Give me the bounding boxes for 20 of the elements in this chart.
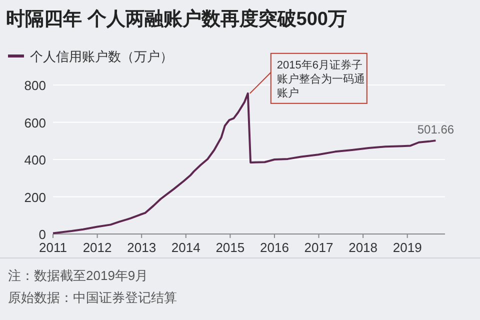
x-tick-label: 2013 bbox=[127, 240, 156, 255]
text: 注：数据截至2019年9月 bbox=[8, 268, 148, 283]
y-tick-label: 800 bbox=[24, 78, 46, 93]
chart-title: 时隔四年 个人两融账户数再度突破500万 bbox=[6, 8, 347, 30]
legend-label: 个人信用账户数（万户） bbox=[30, 49, 173, 64]
annotation: 501.66 bbox=[417, 122, 454, 137]
y-tick-label: 400 bbox=[24, 152, 46, 168]
x-tick-label: 2017 bbox=[304, 240, 334, 255]
x-tick-label: 2015 bbox=[216, 240, 245, 255]
y-tick-label: 600 bbox=[24, 115, 46, 130]
y-tick-label: 0 bbox=[38, 227, 46, 242]
x-tick-label: 2012 bbox=[82, 240, 112, 255]
annotation: 2015年6月证券子账户整合为一码通账户 bbox=[276, 58, 365, 100]
x-tick-label: 2019 bbox=[392, 240, 422, 255]
x-tick-label: 2011 bbox=[39, 240, 67, 255]
x-tick-label: 2016 bbox=[260, 240, 289, 255]
x-tick-label: 2014 bbox=[171, 240, 200, 255]
x-tick-label: 2018 bbox=[348, 240, 378, 255]
text: 原始数据：中国证券登记结算 bbox=[8, 290, 177, 305]
y-tick-label: 200 bbox=[24, 190, 46, 205]
